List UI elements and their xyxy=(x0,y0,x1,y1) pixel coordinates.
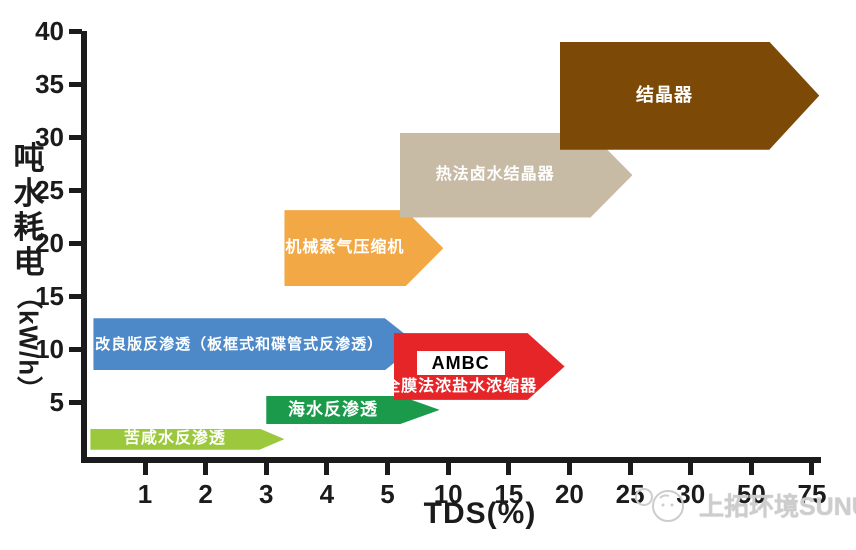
x-tick xyxy=(142,461,148,475)
band-label: 海水反渗透 xyxy=(287,400,378,420)
band-inner: AMBC 全膜法浓盐水浓缩器 xyxy=(394,333,536,400)
band-label: 机械蒸气压缩机 xyxy=(285,239,405,257)
x-tick-label: 50 xyxy=(736,479,766,509)
y-tick xyxy=(69,135,82,140)
y-tick xyxy=(69,188,82,193)
x-tick xyxy=(385,461,391,475)
band-label: 热法卤水结晶器 xyxy=(435,165,555,183)
watermark-text: 上拓环境SUNUP xyxy=(699,493,856,521)
x-tick-label: 4 xyxy=(319,479,335,509)
y-tick xyxy=(69,29,82,34)
y-tick-label: 25 xyxy=(35,175,64,205)
y-axis-line xyxy=(81,31,87,463)
band-inner: 结晶器 xyxy=(560,42,770,150)
band-inner: 热法卤水结晶器 xyxy=(400,133,591,218)
y-axis-title-cn: 吨水耗电 xyxy=(13,141,45,281)
band-inner: 海水反渗透 xyxy=(266,396,399,425)
y-tick xyxy=(69,241,82,246)
x-tick xyxy=(506,461,512,475)
x-tick-label: 2 xyxy=(198,479,213,509)
ambc-badge: AMBC xyxy=(416,350,505,376)
x-tick xyxy=(627,461,633,475)
x-axis-line xyxy=(81,457,821,463)
y-tick-label: 40 xyxy=(35,16,64,46)
band-7: 结晶器 xyxy=(559,41,820,150)
band-3: 改良版反渗透（板框式和碟管式反渗透） xyxy=(93,318,418,371)
x-tick-label: 10 xyxy=(433,479,463,509)
y-axis-title-unit: （kW/h） xyxy=(13,282,44,403)
x-axis-title: TDS(%) xyxy=(423,497,537,530)
band-label: 苦咸水反渗透 xyxy=(123,429,226,447)
y-tick-label: 35 xyxy=(35,69,64,99)
x-tick-label: 5 xyxy=(380,479,395,509)
band-label: 结晶器 xyxy=(636,85,693,106)
x-tick-label: 20 xyxy=(554,479,584,509)
y-tick-label: 15 xyxy=(35,281,64,311)
y-axis-title: 吨水耗电 （kW/h） xyxy=(6,141,52,403)
band-2: 海水反渗透 xyxy=(266,395,440,425)
y-tick-label: 20 xyxy=(35,228,64,258)
y-tick xyxy=(69,347,82,352)
x-tick-label: 3 xyxy=(259,479,274,509)
band-inner: 苦咸水反渗透 xyxy=(90,429,259,450)
band-1: 苦咸水反渗透 xyxy=(90,428,285,450)
band-4: AMBC 全膜法浓盐水浓缩器 xyxy=(393,333,565,400)
x-tick-label: 75 xyxy=(797,479,827,509)
y-tick xyxy=(69,82,82,87)
band-label: 全膜法浓盐水浓缩器 xyxy=(384,378,538,396)
band-5: 机械蒸气压缩机 xyxy=(284,210,444,287)
watermark: 上拓环境SUNUP xyxy=(630,484,856,526)
y-tick-label: 30 xyxy=(35,122,64,152)
x-tick xyxy=(809,461,815,475)
x-tick-label: 1 xyxy=(137,479,153,509)
x-tick xyxy=(203,461,209,475)
x-tick xyxy=(566,461,572,475)
sunup-logo-icon xyxy=(635,488,684,522)
x-tick xyxy=(688,461,694,475)
x-tick xyxy=(445,461,451,475)
x-tick xyxy=(748,461,754,475)
y-tick-label: 10 xyxy=(35,334,64,364)
x-tick-label: 30 xyxy=(676,479,706,509)
y-tick xyxy=(69,294,82,299)
x-tick xyxy=(324,461,330,475)
band-inner: 改良版反渗透（板框式和碟管式反渗透） xyxy=(93,318,384,370)
x-tick-label: 15 xyxy=(494,479,524,509)
y-tick-label: 5 xyxy=(49,387,64,417)
band-inner: 机械蒸气压缩机 xyxy=(284,210,405,286)
y-tick xyxy=(69,400,82,405)
x-tick xyxy=(263,461,269,475)
band-label: 改良版反渗透（板框式和碟管式反渗透） xyxy=(95,335,384,353)
